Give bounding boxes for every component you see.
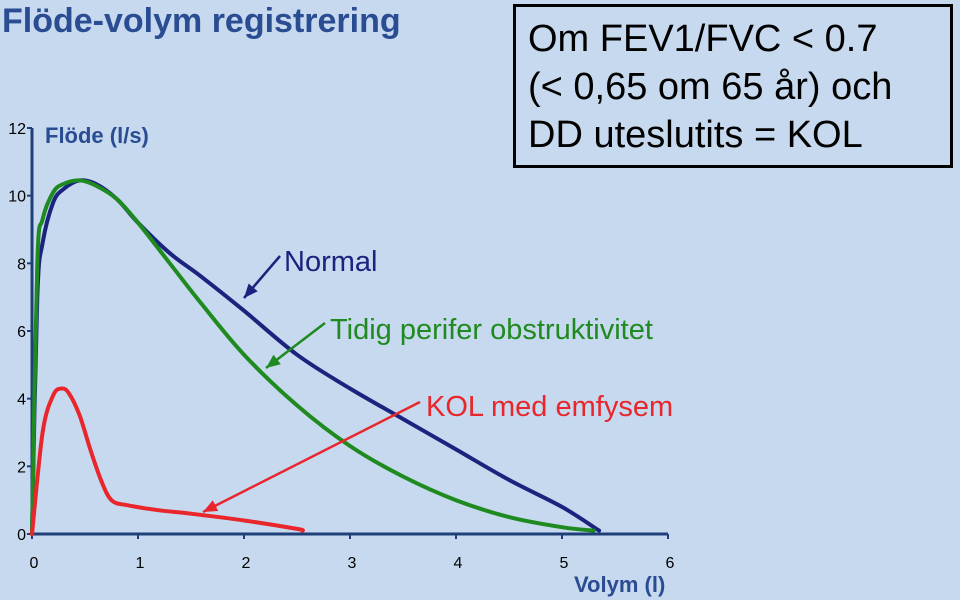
y-tick-label: 6 [17, 324, 26, 341]
y-tick-label: 12 [8, 121, 26, 138]
x-tick-label: 0 [30, 555, 39, 572]
series-line-early-obstruction [30, 178, 596, 536]
annotation-normal-label: Normal [284, 246, 377, 278]
chart-title: Flöde-volym registrering [2, 2, 401, 40]
x-tick-label: 1 [136, 555, 145, 572]
annotation-early-obstruction-arrowhead [266, 354, 281, 368]
x-tick-label: 2 [242, 555, 251, 572]
y-tick-label: 8 [17, 256, 26, 273]
series-line-normal [30, 178, 602, 536]
y-tick-label: 4 [17, 392, 26, 409]
annotation-copd-emphysema-arrowhead [203, 500, 219, 512]
x-tick-label: 4 [454, 555, 463, 572]
y-axis-label: Flöde (l/s) [45, 123, 149, 148]
annotation-early-obstruction-label: Tidig perifer obstruktivitet [330, 314, 653, 346]
x-tick-label: 3 [348, 555, 357, 572]
x-tick-label: 6 [666, 555, 675, 572]
y-tick-label: 10 [8, 189, 26, 206]
annotation-copd-emphysema-label: KOL med emfysem [426, 391, 673, 423]
x-axis-label: Volym (l) [574, 572, 665, 597]
info-line-1: Om FEV1/FVC < 0.7 [528, 18, 878, 60]
x-tick-label: 5 [560, 555, 569, 572]
y-tick-label: 2 [17, 459, 26, 476]
annotation-copd-emphysema-arrow [202, 400, 421, 514]
info-line-2: (< 0,65 om 65 år) och [528, 66, 893, 108]
series-layer [30, 178, 602, 536]
series-line-copd-emphysema [30, 386, 305, 536]
info-line-3: DD uteslutits = KOL [528, 114, 863, 156]
y-tick-label: 0 [17, 527, 26, 544]
annotation-normal-arrowhead [244, 283, 258, 298]
info-box: Om FEV1/FVC < 0.7 (< 0,65 om 65 år) och … [513, 4, 953, 168]
annotation-layer: Normal Tidig perifer obstruktivitet KOL me… [202, 246, 673, 514]
